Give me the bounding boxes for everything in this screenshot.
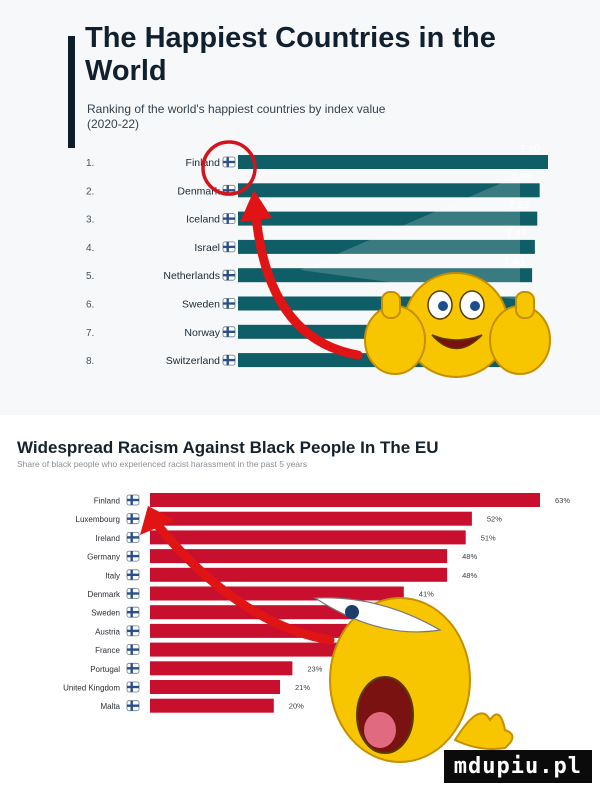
bar-racism-malta	[150, 698, 274, 713]
chart1-title: The Happiest Countries in the World	[85, 22, 496, 87]
thumbs-up-emoji-icon	[364, 272, 551, 378]
value-label: 20%	[289, 702, 304, 711]
flag-icon	[126, 550, 140, 562]
value-label: 21%	[295, 683, 310, 692]
bar-racism-united-kingdom	[150, 680, 280, 694]
bar-racism-luxembourg	[150, 511, 472, 526]
flag-icon	[126, 513, 140, 525]
rank-label: 1.	[86, 158, 94, 169]
bar-racism-finland	[150, 493, 540, 507]
value-label: 7.53	[509, 200, 530, 212]
country-label: Iceland	[186, 214, 220, 226]
value-label: 48%	[462, 552, 477, 561]
value-label: 51%	[481, 533, 496, 542]
flag-icon	[222, 298, 236, 309]
country-label: Denmark	[88, 590, 121, 599]
red-arrow-icon	[150, 517, 335, 645]
rank-label: 6.	[86, 300, 94, 311]
bar-racism-sweden	[150, 605, 392, 620]
circle-highlight-icon	[201, 140, 257, 196]
bar-racism-ireland	[150, 530, 466, 545]
flag-icon	[126, 625, 140, 637]
flag-icon	[222, 241, 236, 253]
flag-icon	[126, 588, 140, 599]
flag-icon	[222, 156, 236, 168]
flag-icon	[126, 681, 140, 693]
country-label: Luxembourg	[76, 515, 120, 524]
title-accent-bar	[68, 36, 75, 148]
rank-label: 7.	[86, 328, 94, 339]
flag-icon	[126, 700, 140, 712]
country-label: Ireland	[96, 534, 120, 543]
value-label: 7.59	[511, 171, 532, 183]
value-label: 23%	[307, 664, 322, 673]
flag-icon	[222, 213, 236, 225]
country-label: France	[95, 646, 120, 655]
country-label: Portugal	[90, 665, 120, 674]
bar-happiness-iceland	[238, 211, 538, 226]
country-label: United Kingdom	[63, 684, 120, 693]
country-label: Finland	[94, 497, 120, 506]
highlight-wedge	[300, 175, 520, 300]
chart1-subtitle: Ranking of the world's happiest countrie…	[87, 102, 386, 131]
country-label: Italy	[105, 571, 120, 580]
bar-happiness-finland	[238, 155, 548, 169]
country-label: Denmark	[177, 185, 220, 197]
country-label: Sweden	[91, 609, 120, 618]
bar-happiness-denmark	[238, 183, 540, 198]
flag-icon	[222, 269, 236, 281]
country-label: Malta	[100, 702, 120, 711]
value-label: 7.47	[506, 228, 527, 240]
value-label: 52%	[487, 515, 502, 524]
value-label: 7.80	[520, 143, 541, 155]
country-label: Norway	[184, 327, 220, 339]
country-label: Switzerland	[166, 355, 220, 367]
bar-racism-italy	[150, 567, 448, 582]
flag-icon	[222, 354, 236, 366]
flag-icon	[126, 662, 140, 674]
rank-label: 8.	[86, 356, 94, 367]
flag-icon	[126, 532, 140, 543]
country-label: Netherlands	[163, 270, 220, 282]
flag-icon	[126, 569, 140, 581]
red-arrow-head-icon	[240, 190, 272, 222]
country-label: Germany	[87, 553, 120, 562]
laughing-emoji-icon	[313, 597, 514, 763]
value-label: 7.40	[504, 256, 525, 268]
chart2-subtitle: Share of black people who experienced ra…	[17, 459, 308, 469]
bar-racism-france	[150, 642, 349, 657]
flag-icon	[126, 644, 140, 655]
country-label: Sweden	[182, 299, 220, 311]
value-label: 48%	[462, 571, 477, 580]
rank-label: 2.	[86, 186, 94, 197]
flag-icon	[222, 326, 236, 338]
flag-icon	[126, 494, 140, 506]
red-arrow-head-icon	[140, 506, 175, 535]
bar-racism-portugal	[150, 661, 293, 676]
value-label: 63%	[555, 496, 570, 505]
chart2-title: Widespread Racism Against Black People I…	[17, 438, 439, 457]
bar-happiness-israel	[238, 239, 535, 254]
bar-racism-denmark	[150, 586, 404, 601]
red-arrow-icon	[250, 200, 363, 360]
country-label: Israel	[194, 242, 220, 254]
flag-icon	[126, 606, 140, 618]
bar-racism-germany	[150, 549, 448, 564]
rank-label: 3.	[86, 215, 94, 226]
rank-label: 5.	[86, 271, 94, 282]
watermark-logo: mdupiu.pl	[443, 750, 592, 783]
rank-label: 4.	[86, 243, 94, 254]
value-label: 41%	[419, 590, 434, 599]
country-label: Austria	[95, 627, 120, 636]
